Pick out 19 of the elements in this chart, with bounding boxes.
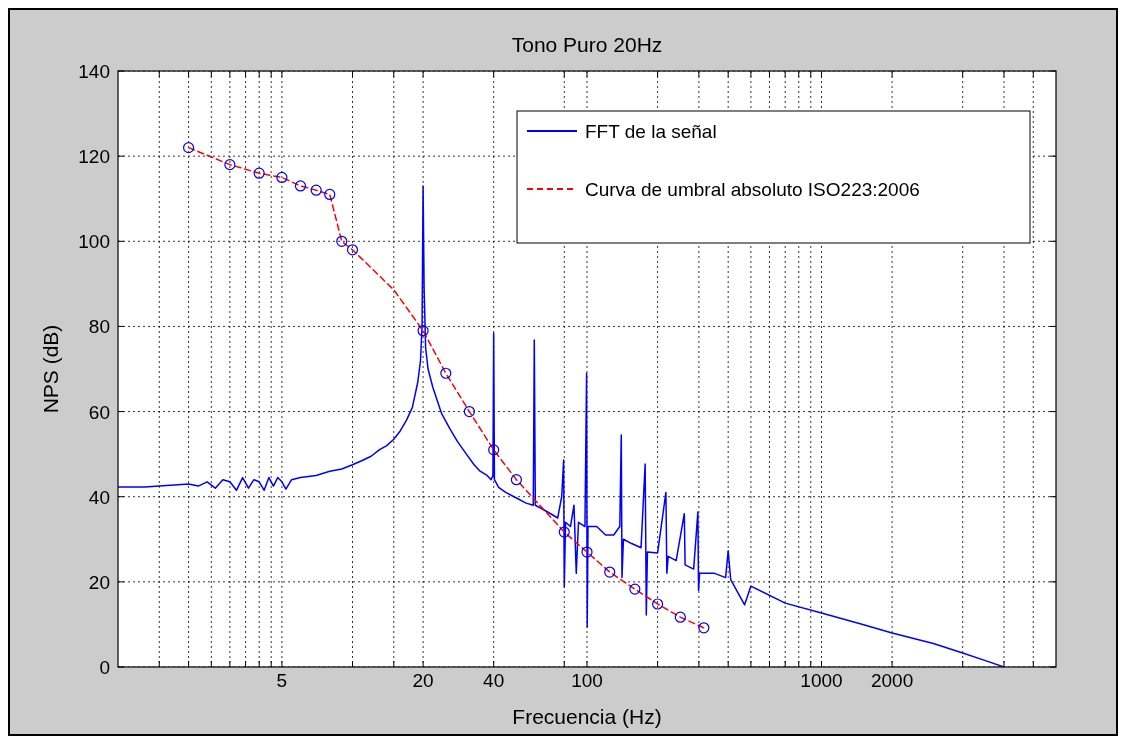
x-tick-label: 40: [483, 670, 505, 691]
x-tick-label: 2000: [870, 670, 914, 691]
y-axis-title: NPS (dB): [39, 324, 62, 414]
y-tick-label: 80: [88, 316, 110, 338]
y-tick-label: 0: [99, 657, 110, 678]
y-tick-label: 140: [78, 61, 110, 82]
legend-label: FFT de la señal: [585, 121, 717, 142]
y-tick-label: 120: [78, 146, 110, 168]
y-tick-label: 40: [88, 486, 110, 508]
y-tick-label: 60: [88, 401, 110, 423]
x-tick-label: 1000: [800, 670, 843, 691]
legend-label: Curva de umbral absoluto ISO223:2006: [585, 179, 920, 200]
x-axis-title: Frecuencia (Hz): [512, 705, 662, 728]
y-tick-label: 100: [78, 231, 110, 253]
x-tick-label: 5: [276, 670, 288, 691]
x-tick-label: 20: [412, 670, 434, 691]
chart-title: Tono Puro 20Hz: [511, 33, 663, 56]
y-tick-label: 20: [88, 571, 110, 593]
x-tick-label: 100: [571, 670, 603, 691]
